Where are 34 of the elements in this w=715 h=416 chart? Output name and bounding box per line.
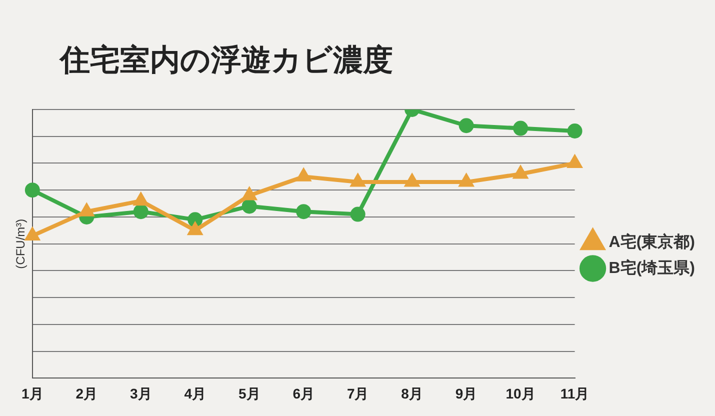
x-tick-label: 1月 — [22, 385, 44, 402]
point — [242, 188, 256, 200]
point — [350, 206, 366, 222]
x-tick-label: 10月 — [506, 385, 536, 402]
x-tick-label: 11月 — [560, 385, 590, 402]
x-tick-label: 4月 — [184, 385, 206, 402]
point — [134, 193, 148, 206]
legend-label: A宅(東京都) — [608, 232, 696, 251]
point — [460, 174, 474, 187]
point — [188, 212, 203, 228]
legend-label: B宅(埼玉県) — [608, 258, 696, 277]
point — [296, 169, 310, 182]
point — [188, 222, 202, 236]
point — [351, 174, 365, 187]
point — [80, 204, 94, 216]
x-tick-label: 5月 — [238, 385, 260, 402]
point — [24, 182, 40, 198]
point — [568, 156, 582, 168]
chart-title: 住宅室内の浮遊カビ濃度 — [60, 42, 393, 80]
point — [405, 174, 419, 187]
y-axis-title: (CFU/m³) — [14, 218, 28, 269]
x-tick-label: 8月 — [401, 385, 423, 402]
x-tick-label: 3月 — [130, 385, 152, 402]
point — [133, 204, 148, 220]
x-tick-label: 9月 — [455, 385, 478, 402]
point — [514, 166, 528, 179]
point — [567, 123, 582, 138]
x-tick-label: 6月 — [292, 385, 314, 402]
point — [513, 120, 528, 136]
x-tick-label: 2月 — [76, 385, 98, 402]
x-tick-label: 7月 — [346, 385, 369, 402]
point — [242, 198, 257, 214]
point — [296, 204, 312, 220]
point — [458, 118, 474, 134]
